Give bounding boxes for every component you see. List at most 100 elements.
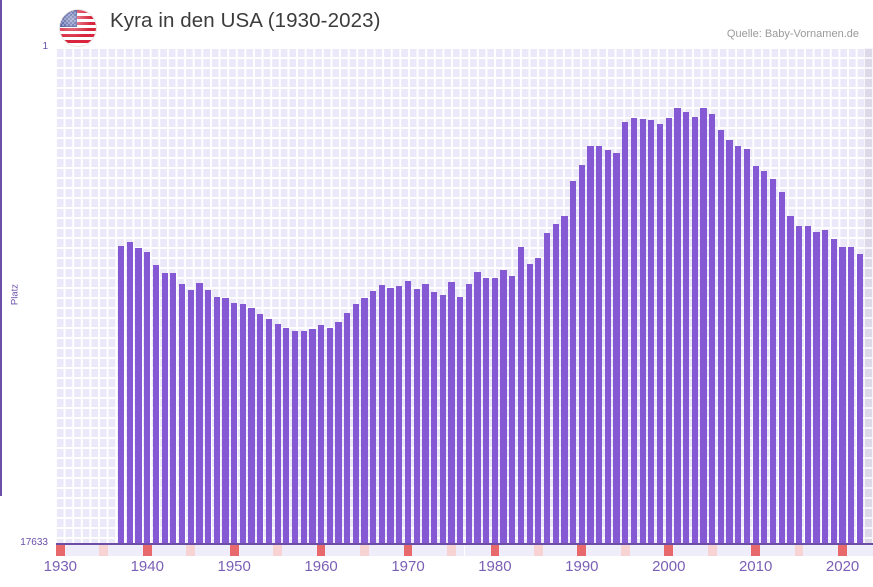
- x-tick-empty: [716, 545, 726, 556]
- x-tick-empty: [568, 545, 578, 556]
- bar: [213, 296, 220, 544]
- bar: [587, 145, 594, 544]
- bar: [691, 117, 698, 544]
- bar: [448, 282, 455, 544]
- x-tick-empty: [820, 545, 830, 556]
- x-tick-empty: [334, 545, 343, 556]
- x-axis-tick-label: 1960: [304, 558, 338, 575]
- x-tick-major: [56, 545, 65, 556]
- bar: [848, 247, 855, 544]
- bar: [439, 294, 446, 544]
- bar: [726, 139, 733, 544]
- bar: [222, 297, 229, 544]
- x-tick-empty: [247, 545, 256, 556]
- bar: [630, 117, 638, 544]
- x-axis-tick-label: 2000: [652, 558, 686, 575]
- y-axis-tick-bottom: 17633: [20, 537, 48, 548]
- bar: [700, 108, 707, 544]
- x-tick-major: [142, 545, 152, 556]
- x-tick-empty: [412, 545, 422, 556]
- x-tick-empty: [655, 545, 665, 556]
- bar: [483, 278, 490, 544]
- flag-gloss: [60, 10, 96, 46]
- page-title: Kyra in den USA (1930-2023): [110, 9, 381, 32]
- bar: [361, 297, 368, 544]
- bar: [283, 327, 290, 544]
- bar: [709, 113, 716, 544]
- x-tick-empty: [212, 545, 222, 556]
- bar: [326, 327, 333, 544]
- x-tick-empty: [612, 545, 621, 556]
- x-tick-empty: [203, 545, 213, 556]
- plot-area: [56, 48, 873, 544]
- x-tick-major: [838, 545, 847, 556]
- bar: [743, 148, 751, 544]
- bar: [144, 251, 151, 544]
- bar: [491, 277, 499, 544]
- x-tick-empty: [725, 545, 734, 556]
- x-tick-major: [664, 545, 674, 556]
- x-tick-minor: [99, 545, 109, 556]
- bar: [517, 246, 525, 544]
- bar: [422, 284, 429, 544]
- x-tick-minor: [447, 545, 456, 556]
- no-data-region: [864, 48, 873, 544]
- x-tick-empty: [299, 545, 309, 556]
- x-tick-minor: [707, 545, 717, 556]
- x-axis-tick-label: 1930: [43, 558, 78, 575]
- x-tick-empty: [742, 545, 752, 556]
- x-tick-empty: [342, 545, 352, 556]
- x-axis-tick-label: 1980: [478, 558, 512, 575]
- x-tick-empty: [846, 545, 856, 556]
- x-tick-major: [490, 545, 500, 556]
- x-tick-minor: [186, 545, 196, 556]
- bar: [257, 314, 264, 544]
- x-tick-empty: [507, 545, 517, 556]
- x-tick-empty: [255, 545, 265, 556]
- x-tick-empty: [699, 545, 708, 556]
- x-tick-empty: [855, 545, 865, 556]
- x-axis-tick-label: 2010: [738, 558, 773, 575]
- chart-header: Kyra in den USA (1930-2023) Quelle: Baby…: [0, 0, 873, 46]
- bar: [665, 118, 672, 544]
- x-tick-empty: [308, 545, 317, 556]
- x-axis-tick-label: 1940: [130, 558, 164, 575]
- x-tick-empty: [108, 545, 117, 556]
- bar: [465, 283, 472, 544]
- x-tick-empty: [629, 545, 639, 556]
- x-axis-tick-strip: [56, 545, 873, 556]
- x-tick-empty: [829, 545, 839, 556]
- bar: [352, 303, 359, 544]
- bar: [274, 323, 281, 544]
- bar: [413, 289, 420, 544]
- x-tick-empty: [386, 545, 395, 556]
- bar: [204, 289, 212, 544]
- x-tick-empty: [116, 545, 126, 556]
- x-tick-empty: [594, 545, 604, 556]
- x-tick-empty: [151, 545, 161, 556]
- x-tick-empty: [864, 545, 873, 556]
- bar: [674, 108, 681, 544]
- x-tick-empty: [238, 545, 248, 556]
- bar: [717, 129, 725, 544]
- x-tick-empty: [542, 545, 552, 556]
- bar: [570, 180, 577, 544]
- bar: [170, 273, 177, 544]
- x-tick-major: [229, 545, 239, 556]
- bar: [622, 122, 629, 544]
- bar: [317, 325, 325, 544]
- x-tick-empty: [82, 545, 91, 556]
- bar: [509, 276, 516, 544]
- x-tick-empty: [325, 545, 335, 556]
- bar: [396, 286, 403, 544]
- bar: [430, 292, 438, 544]
- x-tick-empty: [647, 545, 656, 556]
- bar: [196, 283, 203, 544]
- bar: [118, 246, 125, 544]
- x-tick-minor: [273, 545, 282, 556]
- bar: [856, 254, 864, 544]
- x-tick-empty: [368, 545, 378, 556]
- bar: [596, 145, 603, 544]
- bar: [552, 223, 559, 544]
